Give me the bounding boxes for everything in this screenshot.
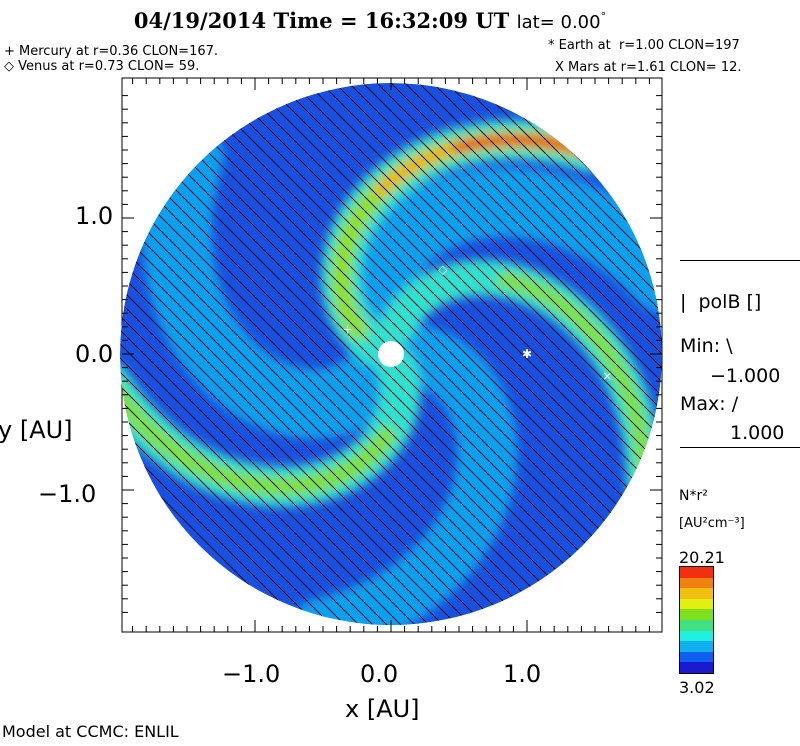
earth-marker: ✱ [522,347,532,361]
mercury-label: + Mercury at r=0.36 CLON=167. [4,44,219,59]
title-date-time: 04/19/2014 Time = 16:32:09 UT [133,8,510,33]
footer-credit: Model at CCMC: ENLIL [2,722,179,741]
colorbar-max: 20.21 [679,548,725,567]
colorbar-segment [680,651,713,663]
colorbar-segment [680,641,713,652]
colorbar-segment [680,567,713,578]
colorbar [679,566,714,674]
venus-label: ◇ Venus at r=0.73 CLON= 59. [4,59,200,74]
colorbar-segment [680,588,713,599]
min-value: −1.000 [710,365,781,387]
colorbar-units: [AU²cm⁻³] [679,516,745,531]
title-lat: lat= 0.00 [516,12,601,33]
xtick-neg1: −1.0 [222,660,281,688]
xtick-1: 1.0 [503,660,542,688]
mars-marker: × [602,369,612,383]
colorbar-segment [680,598,713,610]
colorbar-segment [680,630,713,642]
polb-label: | polB [] [680,291,762,313]
mercury-marker: + [342,323,352,337]
legend-divider-top [680,260,800,261]
ytick-1: 1.0 [75,202,114,230]
colorbar-segment [680,577,713,589]
colorbar-min: 3.02 [679,678,715,697]
min-label: Min: \ [680,335,733,357]
x-axis-label: x [AU] [345,695,420,723]
earth-label: * Earth at r=1.00 CLON=197 [548,38,740,53]
ytick-0: 0.0 [75,340,114,368]
colorbar-segment [680,662,713,673]
max-value: 1.000 [730,422,785,444]
y-axis-label: y [AU] [0,416,73,444]
max-label: Max: / [680,393,739,415]
mars-label: X Mars at r=1.61 CLON= 12. [555,60,742,75]
plot-title: 04/19/2014 Time = 16:32:09 UT lat= 0.00° [0,10,740,32]
legend-divider-bottom [680,447,800,448]
colorbar-segment [680,609,713,620]
sun-inner-boundary [378,341,404,367]
colorbar-segment [680,619,713,631]
colorbar-quantity: N*r² [679,488,708,504]
ytick-neg1: −1.0 [38,480,97,508]
venus-marker: ◇ [438,263,448,277]
xtick-0: 0.0 [360,660,399,688]
degree-sign: ° [600,10,607,23]
